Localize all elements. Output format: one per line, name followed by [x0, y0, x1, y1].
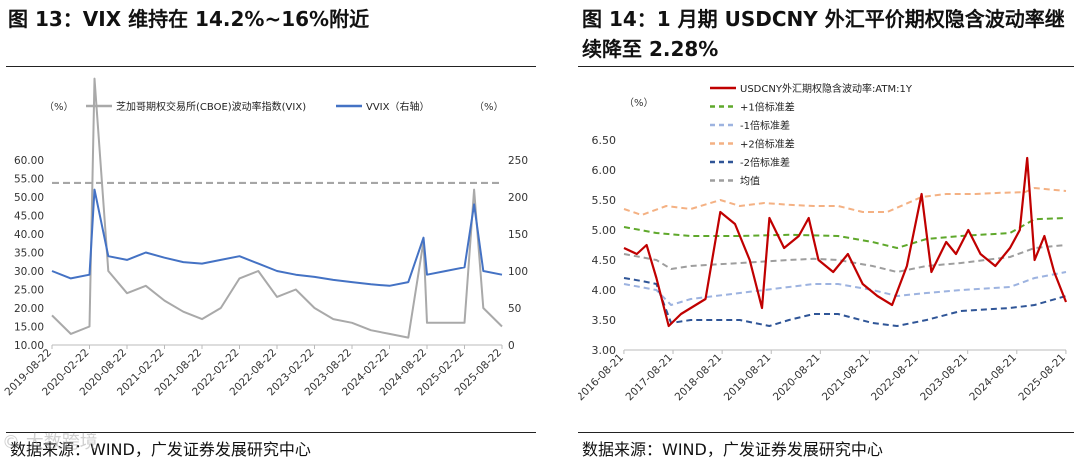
left-axis-unit: （%） [44, 101, 74, 113]
vvix-series [51, 188, 503, 287]
x-tick-label: 2022-08-21 [869, 352, 921, 404]
y-left-tick: 55.00 [14, 174, 44, 186]
y-tick: 6.00 [592, 164, 617, 177]
x-tick-label: 2021-08-21 [820, 352, 872, 404]
y-tick: 4.50 [592, 254, 617, 267]
right-axis-unit: （%） [474, 101, 504, 113]
usdcny-series [623, 156, 1068, 328]
legend-minus1sd-series-label: -1倍标准差 [740, 119, 790, 132]
y-left-tick: 30.00 [14, 266, 44, 278]
minus1sd-series [623, 271, 1067, 306]
legend-vvix-label: VVIX（右轴） [366, 100, 429, 113]
x-tick-label: 2019-08-21 [722, 352, 774, 404]
left-source: 数据来源：WIND，广发证券发展研究中心 [10, 440, 311, 459]
legend-vix-label: 芝加哥期权交易所(CBOE)波动率指数(VIX) [116, 100, 306, 113]
y-tick: 5.50 [592, 194, 617, 207]
x-tick-label: 2023-08-21 [918, 352, 970, 404]
right-source-rule [578, 432, 1074, 433]
usdcny-chart: （%） 3.00 3.50 4.00 4.50 5.00 5.50 6.00 6.50 2016-… [578, 82, 1068, 404]
y-tick: 4.00 [592, 284, 617, 297]
y-right-tick: 200 [508, 192, 528, 204]
vix-series [51, 77, 503, 339]
y-tick: 3.00 [592, 344, 617, 357]
right-figure-title-line2: 续降至 2.28% [582, 37, 719, 61]
y-left-tick: 60.00 [14, 155, 44, 167]
left-figure-title: 图 13：VIX 维持在 14.2%~16%附近 [8, 7, 370, 31]
y-tick: 6.50 [592, 134, 617, 147]
y-left-tick: 35.00 [14, 248, 44, 260]
mean-series [623, 244, 1067, 273]
x-tick-label: 2017-08-21 [623, 352, 675, 404]
legend-usdcny-series-label: USDCNY外汇期权隐含波动率:ATM:1Y [740, 82, 913, 95]
x-tick-label: 2018-08-21 [673, 352, 725, 404]
right-figure-title-line1: 图 14：1 月期 USDCNY 外汇平价期权隐含波动率继 [582, 7, 1065, 31]
y-left-tick: 15.00 [14, 322, 44, 334]
y-left-tick: 25.00 [14, 285, 44, 297]
right-title-rule [578, 66, 1074, 67]
legend-plus1sd-series-label: +1倍标准差 [740, 101, 795, 114]
legend-minus2sd-series-label: -2倍标准差 [740, 156, 790, 169]
left-source-rule [6, 432, 536, 433]
plus2sd-series [623, 187, 1067, 216]
legend-plus2sd-series-label: +2倍标准差 [740, 138, 795, 151]
watermark: © 大数跨境 [2, 432, 98, 453]
y-left-tick: 45.00 [14, 211, 44, 223]
x-tick-label: 2016-08-21 [578, 352, 626, 404]
y-right-tick: 250 [508, 155, 528, 167]
y-right-tick: 100 [508, 266, 528, 278]
y-right-tick: 50 [508, 303, 521, 315]
x-tick-label: 2025-08-21 [1016, 352, 1068, 404]
minus2sd-series [623, 277, 1067, 327]
y-right-tick: 150 [508, 229, 528, 241]
left-title-rule [6, 66, 536, 67]
y-tick: 3.50 [592, 314, 617, 327]
y-left-tick: 20.00 [14, 303, 44, 315]
right-source: 数据来源：WIND，广发证券发展研究中心 [582, 440, 883, 459]
plus1sd-series [623, 217, 1067, 249]
x-tick-label: 2024-08-21 [967, 352, 1019, 404]
y-tick: 5.00 [592, 224, 617, 237]
legend-mean-series-label: 均值 [740, 175, 760, 188]
y-left-tick: 10.00 [14, 340, 44, 352]
y-left-tick: 40.00 [14, 229, 44, 241]
vix-chart: （%） （%） 10.00 15.00 20.00 25.00 30.00 35.00 40.0… [2, 77, 528, 398]
y-right-tick: 0 [508, 340, 515, 352]
y-axis-unit: （%） [624, 97, 654, 109]
y-left-tick: 50.00 [14, 192, 44, 204]
x-tick-label: 2020-08-21 [771, 352, 823, 404]
